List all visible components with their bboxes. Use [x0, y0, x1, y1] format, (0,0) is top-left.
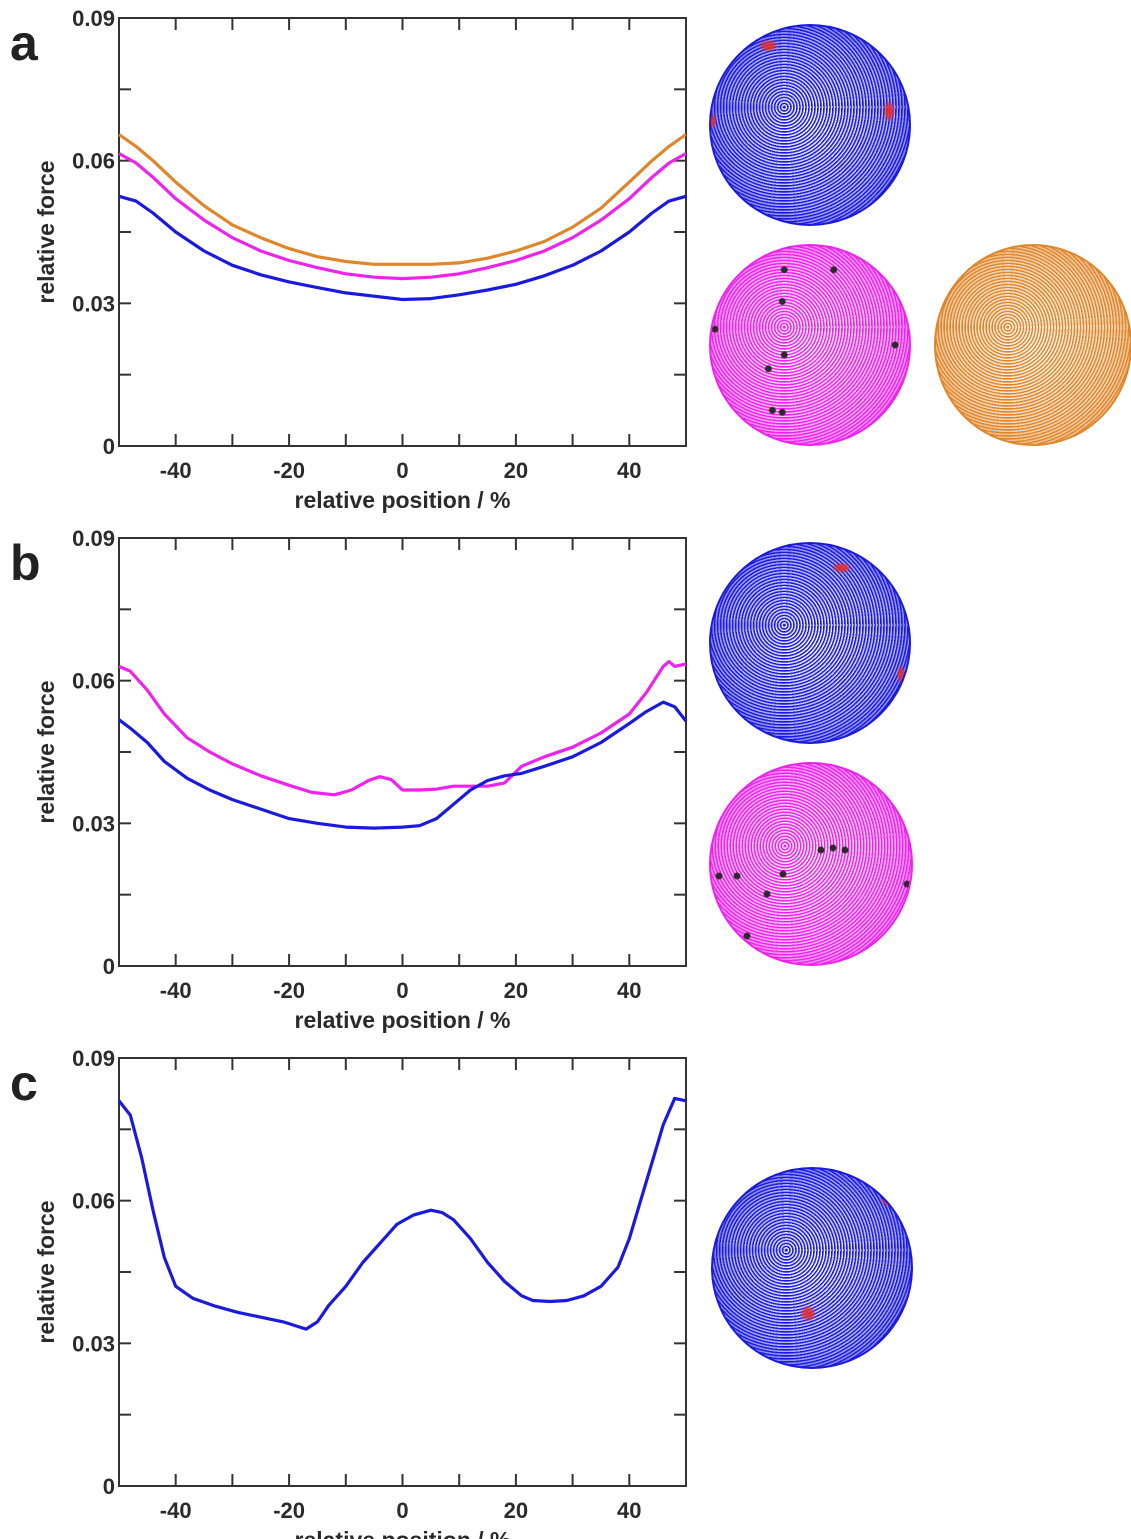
y-tick-label: 0: [103, 434, 115, 459]
y-tick-label: 0.06: [72, 1189, 115, 1214]
x-axis-label: relative position / %: [295, 1527, 511, 1539]
chart-a: -40 -20 0 20 40 0 0.03 0.06 0.09 relative positio…: [33, 6, 687, 513]
series-line-0: [117, 1096, 687, 1331]
x-tick-label: -40: [160, 1498, 192, 1523]
y-axis-label: relative force: [33, 680, 59, 823]
panel-letter-c: c: [10, 1055, 38, 1111]
plot-frame: [118, 1057, 687, 1487]
y-tick-label: 0: [103, 954, 115, 979]
panel-letter-b: b: [10, 535, 41, 591]
y-axis-label: relative force: [33, 1200, 59, 1343]
x-tick-label: 0: [396, 978, 408, 1003]
x-tick-label: 20: [504, 978, 528, 1003]
x-axis-label: relative position / %: [295, 1007, 511, 1033]
plot-frame: [118, 537, 687, 967]
panel-letter-a: a: [10, 15, 38, 71]
x-tick-label: 40: [617, 1498, 641, 1523]
panel-b: b -40 -20 0 20 40 0 0.03 0.06 0.09 relative posit…: [0, 520, 1131, 1040]
x-tick-label: 0: [396, 458, 408, 483]
series-line-1: [118, 152, 687, 281]
magenta-sphere-a: [709, 244, 911, 446]
x-tick-label: 40: [617, 458, 641, 483]
chart-b: -40 -20 0 20 40 0 0.03 0.06 0.09 relative positio…: [33, 526, 688, 1033]
x-tick-label: -20: [273, 978, 305, 1003]
chart-c: -40 -20 0 20 40 0 0.03 0.06 0.09 relative positio…: [33, 1046, 687, 1539]
y-tick-label: 0: [103, 1474, 115, 1499]
x-tick-label: -20: [273, 1498, 305, 1523]
series-line-2: [118, 194, 687, 302]
y-tick-label: 0.09: [72, 6, 115, 31]
plot-frame: [118, 17, 687, 447]
x-tick-label: -40: [160, 978, 192, 1003]
magenta-sphere-b: [709, 762, 913, 966]
y-axis-label: relative force: [33, 160, 59, 303]
y-tick-label: 0.03: [72, 1331, 115, 1356]
y-tick-label: 0.09: [72, 526, 115, 551]
orange-sphere-a: [934, 244, 1131, 446]
x-tick-label: -20: [273, 458, 305, 483]
x-tick-label: -40: [160, 458, 192, 483]
x-axis-label: relative position / %: [295, 487, 511, 513]
series-line-0: [118, 133, 687, 266]
y-tick-label: 0.03: [72, 811, 115, 836]
blue-sphere-b: [709, 542, 911, 744]
panel-c: c -40 -20 0 20 40 0 0.03 0.06 0.09 relative posit…: [0, 1040, 1131, 1539]
series-line-0: [118, 660, 687, 797]
panel-a: a -40 -20 0 20 40 0 0.03 0.06 0.09 relative posit…: [0, 0, 1131, 520]
series-line-1: [118, 700, 688, 830]
x-tick-label: 40: [617, 978, 641, 1003]
x-tick-label: 0: [396, 1498, 408, 1523]
blue-sphere-c: [711, 1167, 913, 1369]
blue-sphere-a: [709, 24, 911, 226]
y-tick-label: 0.03: [72, 291, 115, 316]
y-tick-label: 0.06: [72, 669, 115, 694]
y-tick-label: 0.06: [72, 149, 115, 174]
y-tick-label: 0.09: [72, 1046, 115, 1071]
x-tick-label: 20: [504, 458, 528, 483]
x-tick-label: 20: [504, 1498, 528, 1523]
